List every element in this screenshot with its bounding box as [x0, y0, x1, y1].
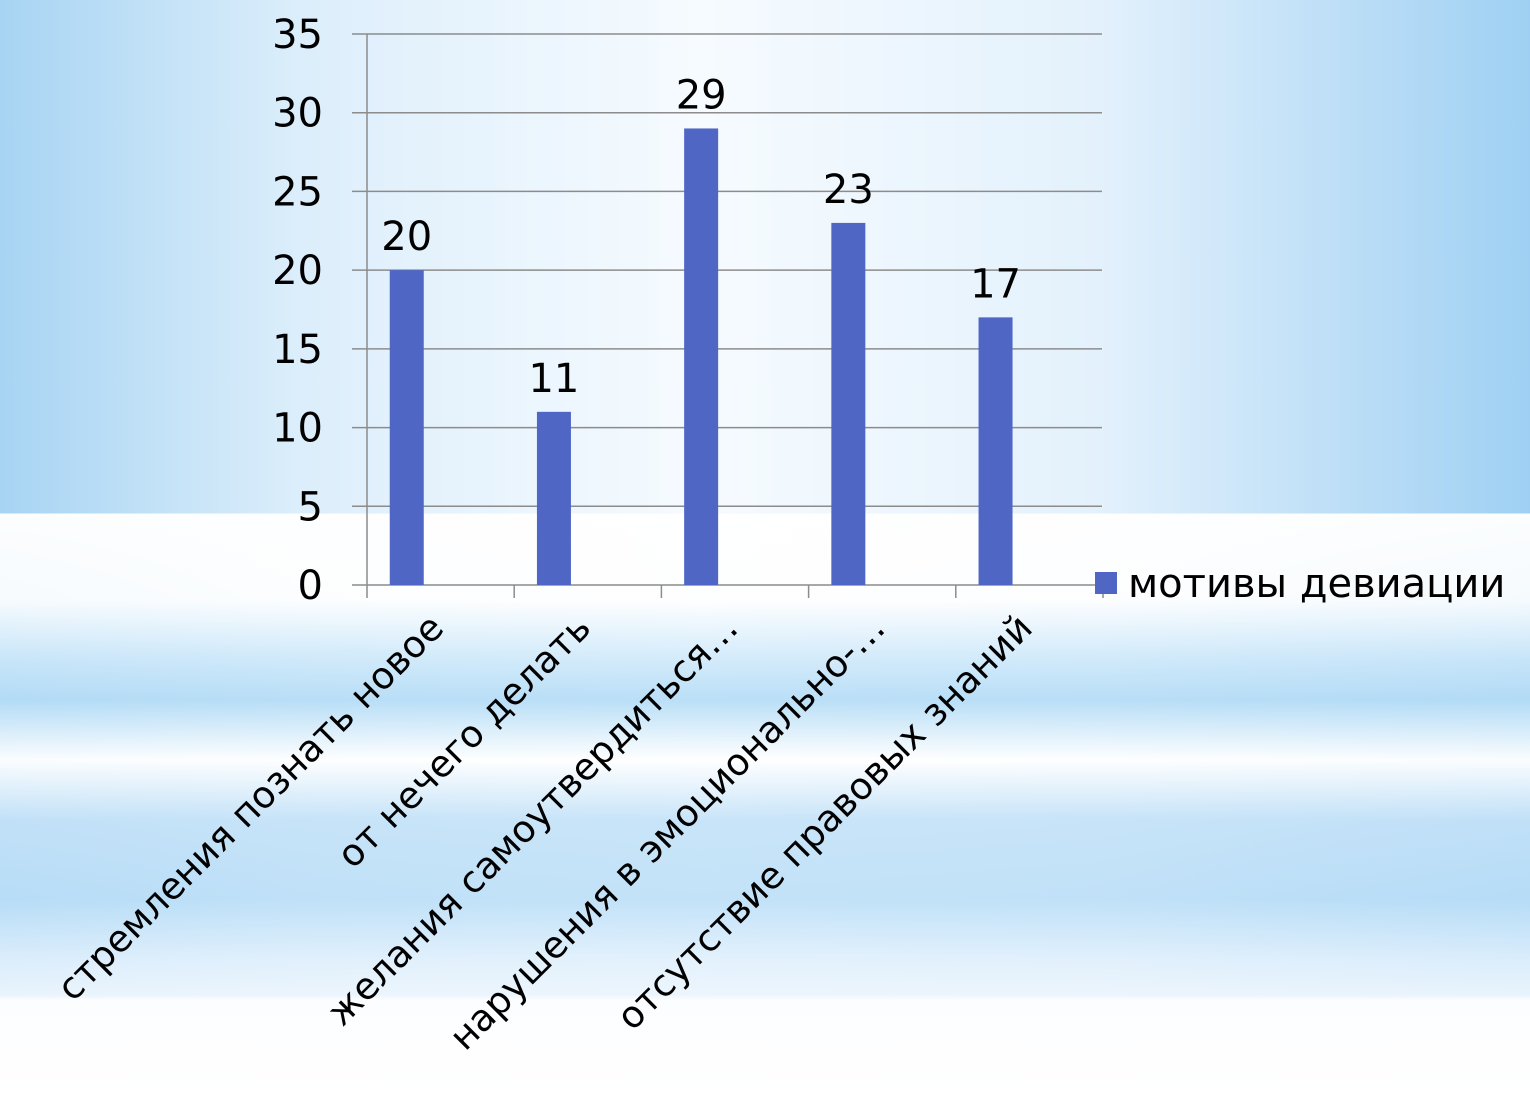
- bar: [978, 317, 1013, 585]
- bar: [389, 270, 424, 585]
- y-tick-label: 35: [272, 12, 323, 58]
- data-label: 17: [970, 261, 1021, 307]
- y-tick-label: 5: [298, 484, 323, 530]
- y-tick-label: 30: [272, 91, 323, 137]
- y-tick-label: 25: [272, 169, 323, 215]
- data-label: 11: [528, 356, 579, 402]
- legend-swatch: [1095, 572, 1117, 594]
- data-label: 29: [676, 72, 727, 118]
- y-tick-label: 10: [272, 406, 323, 452]
- data-label: 20: [381, 214, 432, 260]
- y-tick-label: 20: [272, 248, 323, 294]
- bar: [536, 411, 571, 585]
- x-category-label: от нечего делать: [329, 606, 599, 876]
- y-tick-label: 0: [298, 563, 323, 609]
- data-label: 23: [823, 167, 874, 213]
- gridlines: [352, 33, 1102, 586]
- bars: [389, 128, 1013, 585]
- legend-label: мотивы девиации: [1128, 561, 1505, 607]
- bar: [831, 222, 866, 585]
- bar: [684, 128, 719, 585]
- legend: мотивы девиации: [1095, 561, 1505, 607]
- y-tick-label: 15: [272, 327, 323, 373]
